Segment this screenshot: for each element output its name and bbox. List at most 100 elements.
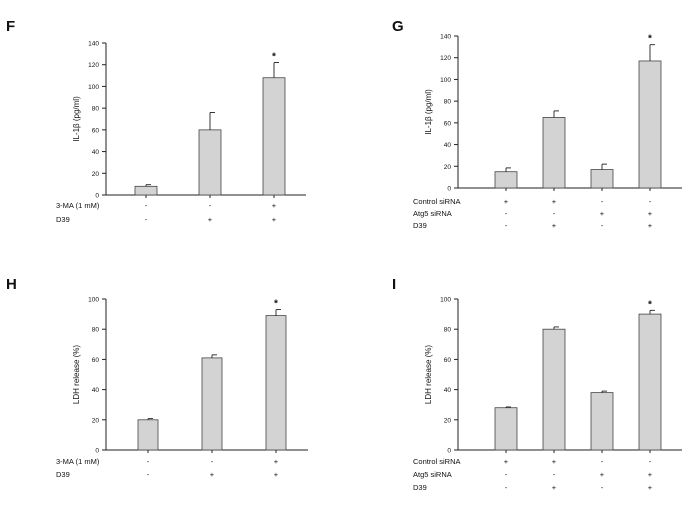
- treatment-mark: +: [208, 215, 213, 224]
- y-tick-label: 20: [444, 164, 452, 171]
- treatment-mark: +: [648, 209, 653, 218]
- y-tick-label: 40: [444, 142, 452, 149]
- treatment-mark: +: [552, 197, 557, 206]
- treatment-mark: -: [145, 215, 148, 224]
- treatment-mark: -: [145, 201, 148, 210]
- y-tick-label: 80: [92, 327, 100, 334]
- treatment-mark: -: [505, 483, 508, 492]
- y-tick-label: 140: [88, 41, 99, 48]
- y-tick-label: 100: [440, 77, 451, 84]
- panel-letter-f: F: [6, 18, 15, 35]
- significance-marker: *: [648, 34, 652, 45]
- treatment-mark: +: [648, 483, 653, 492]
- treatment-mark: +: [274, 457, 279, 466]
- y-tick-label: 0: [447, 186, 451, 193]
- treatment-mark: +: [210, 470, 215, 479]
- treatment-mark: -: [553, 470, 556, 479]
- treatment-label: 3-MA (1 mM): [56, 457, 100, 466]
- bar: [638, 60, 662, 189]
- y-tick-label: 140: [440, 34, 451, 41]
- y-tick-label: 80: [444, 99, 452, 106]
- bar: [542, 117, 566, 189]
- bar: [638, 313, 662, 451]
- treatment-mark: -: [601, 221, 604, 230]
- treatment-label: D39: [56, 470, 70, 479]
- treatment-mark: +: [552, 483, 557, 492]
- y-tick-label: 40: [444, 387, 452, 394]
- bar: [265, 315, 287, 451]
- treatment-mark: +: [272, 215, 277, 224]
- y-tick-label: 20: [92, 171, 100, 178]
- panel-letter-i: I: [392, 276, 396, 293]
- panel-letter-h: H: [6, 276, 17, 293]
- treatment-label: Control siRNA: [413, 197, 461, 206]
- treatment-mark: +: [600, 209, 605, 218]
- y-axis-label: LDH release (%): [424, 345, 433, 404]
- treatment-mark: +: [552, 457, 557, 466]
- treatment-label: D39: [413, 483, 427, 492]
- treatment-mark: +: [552, 221, 557, 230]
- significance-marker: *: [274, 299, 278, 310]
- treatment-mark: -: [601, 197, 604, 206]
- y-tick-label: 60: [444, 120, 452, 127]
- panel-letter-g: G: [392, 18, 404, 35]
- y-tick-label: 80: [444, 327, 452, 334]
- bar: [201, 357, 223, 451]
- y-tick-label: 100: [88, 297, 99, 304]
- treatment-label: D39: [56, 215, 70, 224]
- y-tick-label: 0: [95, 448, 99, 455]
- y-tick-label: 0: [95, 193, 99, 200]
- y-tick-label: 20: [92, 417, 100, 424]
- treatment-mark: +: [272, 201, 277, 210]
- y-tick-label: 120: [440, 55, 451, 62]
- y-tick-label: 20: [444, 417, 452, 424]
- treatment-mark: +: [648, 470, 653, 479]
- treatment-mark: -: [505, 209, 508, 218]
- y-axis-label: LDH release (%): [72, 345, 81, 404]
- y-tick-label: 120: [88, 62, 99, 69]
- y-tick-label: 0: [447, 448, 451, 455]
- bar: [590, 392, 614, 451]
- treatment-mark: -: [505, 470, 508, 479]
- y-tick-label: 40: [92, 149, 100, 156]
- treatment-label: Atg5 siRNA: [413, 209, 452, 218]
- treatment-label: Atg5 siRNA: [413, 470, 452, 479]
- treatment-mark: -: [553, 209, 556, 218]
- y-tick-label: 80: [92, 106, 100, 113]
- treatment-label: 3-MA (1 mM): [56, 201, 100, 210]
- bar: [494, 407, 518, 451]
- treatment-mark: +: [274, 470, 279, 479]
- significance-marker: *: [272, 52, 276, 63]
- treatment-mark: +: [504, 457, 509, 466]
- bar: [134, 185, 158, 196]
- treatment-mark: -: [601, 483, 604, 492]
- y-tick-label: 60: [92, 357, 100, 364]
- treatment-mark: -: [649, 457, 652, 466]
- treatment-mark: +: [504, 197, 509, 206]
- significance-marker: *: [648, 299, 652, 310]
- treatment-mark: -: [601, 457, 604, 466]
- bar: [494, 171, 518, 189]
- treatment-mark: +: [648, 221, 653, 230]
- y-axis-label: IL-1β (pg/ml): [424, 89, 433, 135]
- y-tick-label: 100: [88, 84, 99, 91]
- treatment-label: Control siRNA: [413, 457, 461, 466]
- y-tick-label: 60: [444, 357, 452, 364]
- treatment-mark: -: [505, 221, 508, 230]
- bar: [542, 328, 566, 451]
- treatment-mark: -: [649, 197, 652, 206]
- treatment-mark: +: [600, 470, 605, 479]
- treatment-mark: -: [147, 457, 150, 466]
- bar: [590, 169, 614, 189]
- y-tick-label: 40: [92, 387, 100, 394]
- bar: [262, 77, 286, 196]
- y-tick-label: 60: [92, 127, 100, 134]
- treatment-mark: -: [209, 201, 212, 210]
- treatment-label: D39: [413, 221, 427, 230]
- bar: [137, 419, 159, 451]
- bar: [198, 129, 222, 196]
- treatment-mark: -: [147, 470, 150, 479]
- y-axis-label: IL-1β (pg/ml): [72, 96, 81, 142]
- treatment-mark: -: [211, 457, 214, 466]
